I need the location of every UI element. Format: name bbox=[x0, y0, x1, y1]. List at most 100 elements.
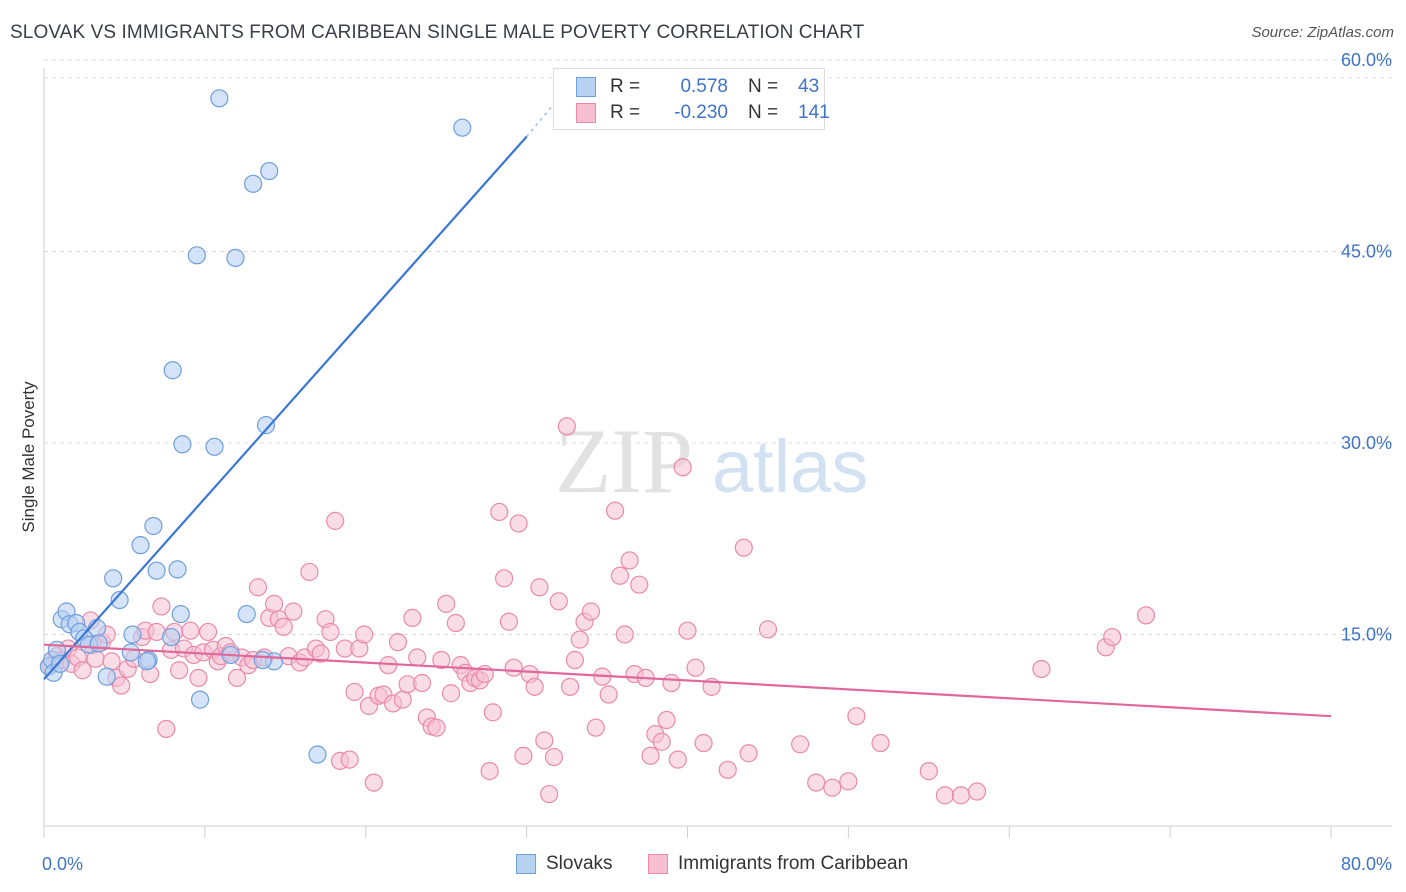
caribbean-point bbox=[157, 719, 176, 739]
caribbean-point bbox=[847, 707, 866, 726]
slovak-trendline bbox=[43, 135, 528, 680]
slovak-point bbox=[104, 569, 123, 588]
slovak-point bbox=[123, 625, 142, 644]
slovak-point bbox=[237, 604, 256, 624]
caribbean-point bbox=[284, 602, 303, 621]
caribbean-point bbox=[549, 592, 568, 611]
legend-swatch-blue bbox=[516, 854, 536, 874]
slovak-point bbox=[89, 634, 108, 653]
caribbean-point bbox=[839, 772, 858, 791]
caribbean-point bbox=[1032, 659, 1051, 679]
caribbean-point bbox=[189, 668, 208, 688]
caribbean-point bbox=[641, 746, 660, 765]
x-ticks bbox=[43, 826, 1332, 838]
slovak-point bbox=[308, 745, 327, 764]
caribbean-point bbox=[514, 746, 533, 765]
stats-box: R = 0.578 N = 43 R = -0.230 N = 141 bbox=[553, 68, 830, 130]
y-tick-label: 45.0% bbox=[1341, 242, 1392, 262]
source-label: Source: ZipAtlas.com bbox=[1251, 24, 1394, 41]
slovak-point bbox=[110, 590, 129, 610]
caribbean-point bbox=[504, 658, 523, 677]
caribbean-point bbox=[364, 773, 383, 792]
caribbean-point bbox=[871, 733, 890, 753]
caribbean-point bbox=[311, 644, 330, 663]
caribbean-point bbox=[615, 625, 634, 644]
slovak-point bbox=[205, 437, 224, 456]
y-tick-label: 30.0% bbox=[1341, 433, 1392, 453]
caribbean-point bbox=[630, 575, 649, 594]
caribbean-point bbox=[1136, 606, 1156, 625]
r-value: 0.578 bbox=[680, 76, 728, 97]
legend-label-slovaks: Slovaks bbox=[546, 853, 613, 874]
slovak-point bbox=[187, 246, 206, 265]
watermark-zip: ZIP bbox=[555, 410, 693, 512]
caribbean-point bbox=[483, 703, 502, 722]
caribbean-point bbox=[570, 630, 589, 649]
caribbean-point bbox=[102, 652, 121, 671]
slovak-point bbox=[168, 560, 187, 579]
caribbean-point bbox=[540, 784, 559, 804]
caribbean-point bbox=[657, 710, 676, 730]
caribbean-point bbox=[919, 762, 938, 781]
caribbean-point bbox=[227, 668, 247, 688]
caribbean-point bbox=[694, 733, 713, 753]
caribbean-point bbox=[300, 562, 319, 582]
slovak-point bbox=[190, 690, 210, 709]
slovak-point bbox=[210, 89, 229, 108]
n-label: N = bbox=[748, 76, 779, 97]
caribbean-point bbox=[321, 622, 340, 642]
stats-row-caribbean: R = -0.230 N = 141 bbox=[576, 102, 830, 124]
slovak-point bbox=[171, 604, 190, 624]
slovak-point bbox=[87, 619, 107, 638]
caribbean-point bbox=[408, 648, 427, 667]
caribbean-point bbox=[734, 538, 753, 557]
caribbean-point bbox=[340, 750, 359, 769]
stats-row-slovaks: R = 0.578 N = 43 bbox=[576, 76, 819, 98]
stats-swatch-blue bbox=[576, 77, 596, 97]
slovak-point bbox=[131, 536, 150, 555]
caribbean-point bbox=[758, 620, 778, 639]
slovak-point bbox=[50, 654, 70, 673]
caribbean-point bbox=[152, 597, 171, 616]
watermark-atlas: atlas bbox=[712, 425, 868, 508]
slovak-point bbox=[453, 118, 472, 137]
caribbean-point bbox=[807, 773, 826, 792]
slovak-point bbox=[147, 561, 166, 580]
y-tick-label: 15.0% bbox=[1341, 625, 1392, 645]
caribbean-point bbox=[170, 661, 189, 680]
caribbean-point bbox=[662, 673, 681, 693]
y-axis-label: Single Male Poverty bbox=[19, 381, 38, 533]
legend-label-caribbean: Immigrants from Caribbean bbox=[678, 853, 909, 874]
caribbean-point bbox=[388, 633, 408, 652]
caribbean-point bbox=[791, 735, 810, 754]
caribbean-point bbox=[652, 732, 671, 751]
watermark: ZIP atlas bbox=[555, 410, 868, 512]
caribbean-point bbox=[393, 690, 412, 709]
caribbean-point bbox=[557, 417, 576, 436]
slovak-point bbox=[137, 652, 157, 671]
caribbean-point bbox=[620, 551, 639, 570]
caribbean-point bbox=[739, 744, 758, 763]
gridlines bbox=[44, 59, 1392, 635]
caribbean-point bbox=[581, 602, 601, 621]
caribbean-point bbox=[248, 578, 268, 597]
caribbean-point bbox=[73, 661, 92, 680]
slovak-point bbox=[97, 667, 116, 686]
caribbean-point bbox=[606, 501, 625, 520]
caribbean-point bbox=[1103, 627, 1122, 647]
caribbean-point bbox=[181, 621, 200, 640]
caribbean-point bbox=[509, 514, 528, 533]
slovak-point bbox=[173, 435, 192, 454]
caribbean-point bbox=[499, 612, 519, 631]
stats-swatch-pink bbox=[576, 103, 596, 123]
caribbean-point bbox=[718, 760, 737, 779]
n-value: 43 bbox=[798, 76, 820, 97]
caribbean-point bbox=[274, 617, 293, 636]
caribbean-point bbox=[432, 650, 451, 670]
caribbean-point bbox=[412, 673, 432, 693]
slovak-point bbox=[226, 248, 245, 267]
slovak-point bbox=[163, 361, 182, 380]
r-label: R = bbox=[610, 102, 641, 123]
caribbean-point bbox=[530, 578, 549, 597]
